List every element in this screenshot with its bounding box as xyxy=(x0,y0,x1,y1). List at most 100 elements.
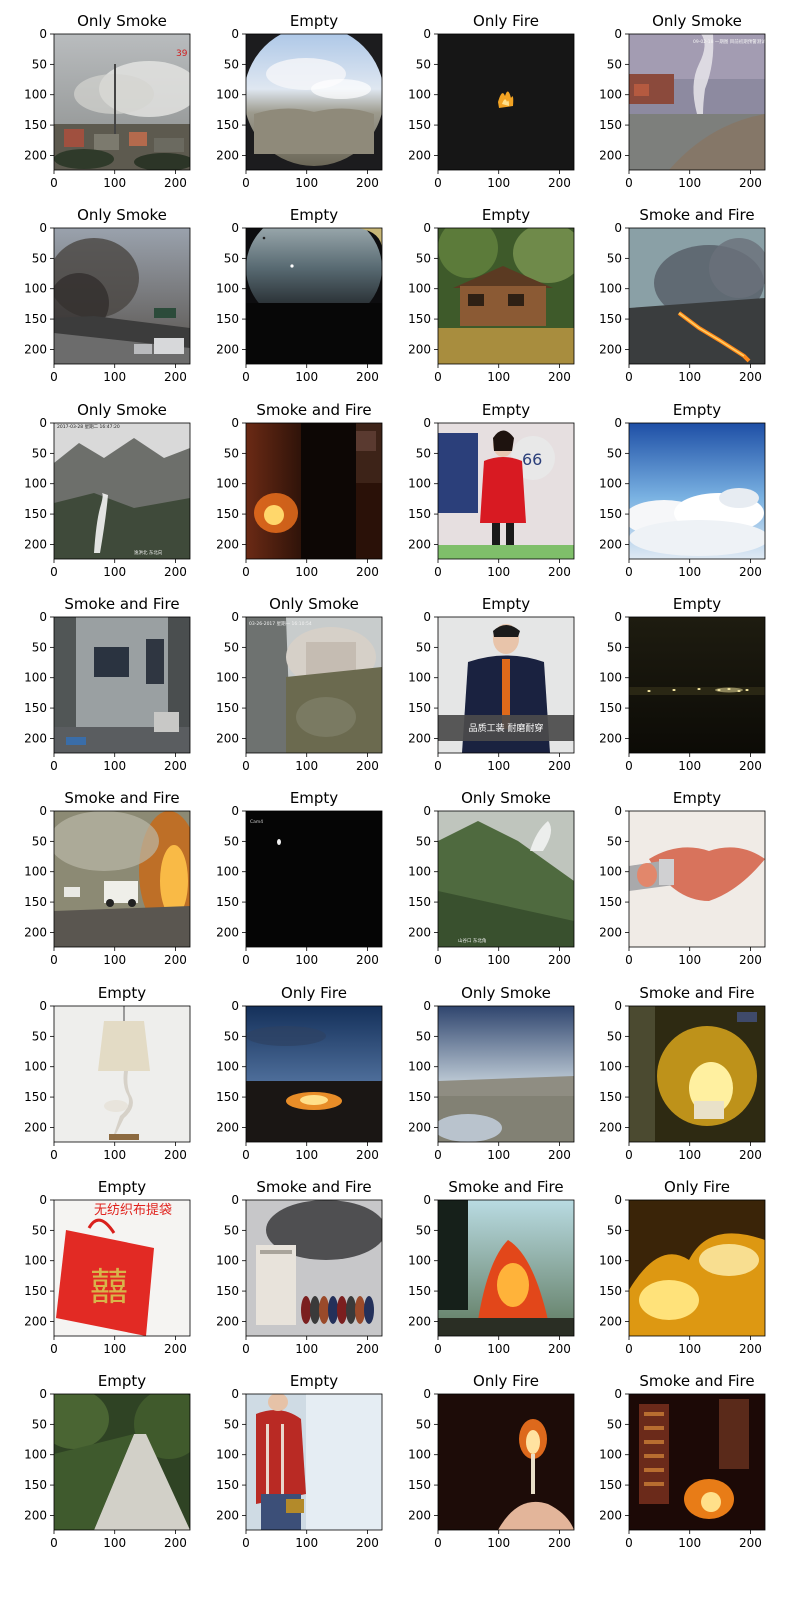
y-tick-label: 100 xyxy=(599,282,622,296)
y-tick-label: 50 xyxy=(32,1223,47,1237)
x-tick-label: 100 xyxy=(487,565,510,579)
y-tick-label: 200 xyxy=(599,1314,622,1328)
x-tick-label: 200 xyxy=(164,1536,187,1550)
panel-image xyxy=(246,423,382,559)
y-tick-label: 100 xyxy=(599,865,622,879)
x-tick-label: 0 xyxy=(50,1148,58,1162)
x-tick-label: 100 xyxy=(487,1536,510,1550)
y-tick-label: 200 xyxy=(408,1314,431,1328)
overlay-text: Cam4 xyxy=(250,819,263,825)
x-tick-label: 0 xyxy=(625,370,633,384)
y-tick-label: 200 xyxy=(216,537,239,551)
x-tick-label: 0 xyxy=(434,759,442,773)
x-tick-label: 100 xyxy=(487,176,510,190)
x-tick-label: 200 xyxy=(739,1536,762,1550)
subplot-title: Empty xyxy=(290,206,338,224)
subplot-title: Only Fire xyxy=(473,12,539,30)
y-tick-label: 100 xyxy=(24,477,47,491)
subplot-title: Only Smoke xyxy=(461,789,551,807)
y-tick-label: 0 xyxy=(39,221,47,235)
axes-frame xyxy=(437,1393,575,1531)
axes-frame xyxy=(628,810,766,948)
axes-frame xyxy=(437,33,575,171)
subplot-panel: Only Smoke 03-26-2017 星期一 16:10:54 0 100 200… xyxy=(216,595,383,773)
panel-image xyxy=(629,1006,765,1142)
x-tick-label: 200 xyxy=(164,370,187,384)
y-tick-label: 150 xyxy=(408,1478,431,1492)
y-tick-label: 150 xyxy=(216,895,239,909)
panel-image: 2017-03-28 星期二 16:47:20 逸洪北 东北向 xyxy=(54,423,190,559)
y-tick-label: 0 xyxy=(39,1193,47,1207)
y-tick-label: 200 xyxy=(216,1314,239,1328)
y-tick-label: 150 xyxy=(408,312,431,326)
axes-frame xyxy=(53,422,191,560)
axes-frame xyxy=(53,1199,191,1337)
y-tick-label: 150 xyxy=(216,1090,239,1104)
subplot-title: Smoke and Fire xyxy=(639,1372,754,1390)
y-tick-label: 200 xyxy=(599,148,622,162)
x-tick-label: 200 xyxy=(739,565,762,579)
y-tick-label: 200 xyxy=(408,1508,431,1522)
panel-image xyxy=(54,617,190,753)
y-tick-label: 200 xyxy=(599,1120,622,1134)
y-tick-label: 100 xyxy=(216,1448,239,1462)
axes-frame xyxy=(628,33,766,171)
x-tick-label: 100 xyxy=(103,1148,126,1162)
y-tick-label: 0 xyxy=(39,27,47,41)
y-tick-label: 200 xyxy=(216,1508,239,1522)
x-tick-label: 200 xyxy=(739,370,762,384)
x-tick-label: 100 xyxy=(295,1342,318,1356)
panel-image xyxy=(629,1200,765,1336)
x-tick-label: 0 xyxy=(434,176,442,190)
y-tick-label: 100 xyxy=(24,1060,47,1074)
axes-frame xyxy=(245,1005,383,1143)
panel-image: 品质工装 耐磨耐穿 xyxy=(438,617,574,753)
y-tick-label: 200 xyxy=(24,537,47,551)
y-tick-label: 50 xyxy=(32,446,47,460)
y-tick-label: 200 xyxy=(408,925,431,939)
axes-frame xyxy=(437,616,575,754)
subplot-title: Empty xyxy=(482,595,530,613)
x-tick-label: 0 xyxy=(50,565,58,579)
y-tick-label: 50 xyxy=(607,834,622,848)
y-tick-label: 50 xyxy=(416,1029,431,1043)
x-tick-label: 0 xyxy=(434,1342,442,1356)
y-tick-label: 50 xyxy=(224,57,239,71)
y-tick-label: 100 xyxy=(408,1060,431,1074)
y-tick-label: 0 xyxy=(423,1387,431,1401)
y-tick-label: 150 xyxy=(408,1090,431,1104)
y-tick-label: 150 xyxy=(24,701,47,715)
y-tick-label: 150 xyxy=(216,1478,239,1492)
y-tick-label: 100 xyxy=(216,282,239,296)
subplot-title: Empty xyxy=(98,984,146,1002)
y-tick-label: 50 xyxy=(224,251,239,265)
y-tick-label: 200 xyxy=(216,731,239,745)
subplot-title: Smoke and Fire xyxy=(448,1178,563,1196)
x-tick-label: 100 xyxy=(678,759,701,773)
x-tick-label: 200 xyxy=(164,953,187,967)
y-tick-label: 50 xyxy=(607,640,622,654)
y-tick-label: 150 xyxy=(216,1284,239,1298)
overlay-text: 囍 xyxy=(90,1265,128,1309)
panel-image xyxy=(54,811,190,947)
y-tick-label: 0 xyxy=(39,999,47,1013)
x-tick-label: 100 xyxy=(295,565,318,579)
y-tick-label: 50 xyxy=(224,1029,239,1043)
y-tick-label: 100 xyxy=(599,477,622,491)
panel-image xyxy=(629,1394,765,1530)
y-tick-label: 0 xyxy=(39,416,47,430)
x-tick-label: 0 xyxy=(434,953,442,967)
panel-image: Cam4 xyxy=(246,811,382,947)
y-tick-label: 200 xyxy=(24,925,47,939)
y-tick-label: 50 xyxy=(32,834,47,848)
subplot-title: Empty xyxy=(98,1178,146,1196)
x-tick-label: 100 xyxy=(103,370,126,384)
axes-frame xyxy=(53,1393,191,1531)
